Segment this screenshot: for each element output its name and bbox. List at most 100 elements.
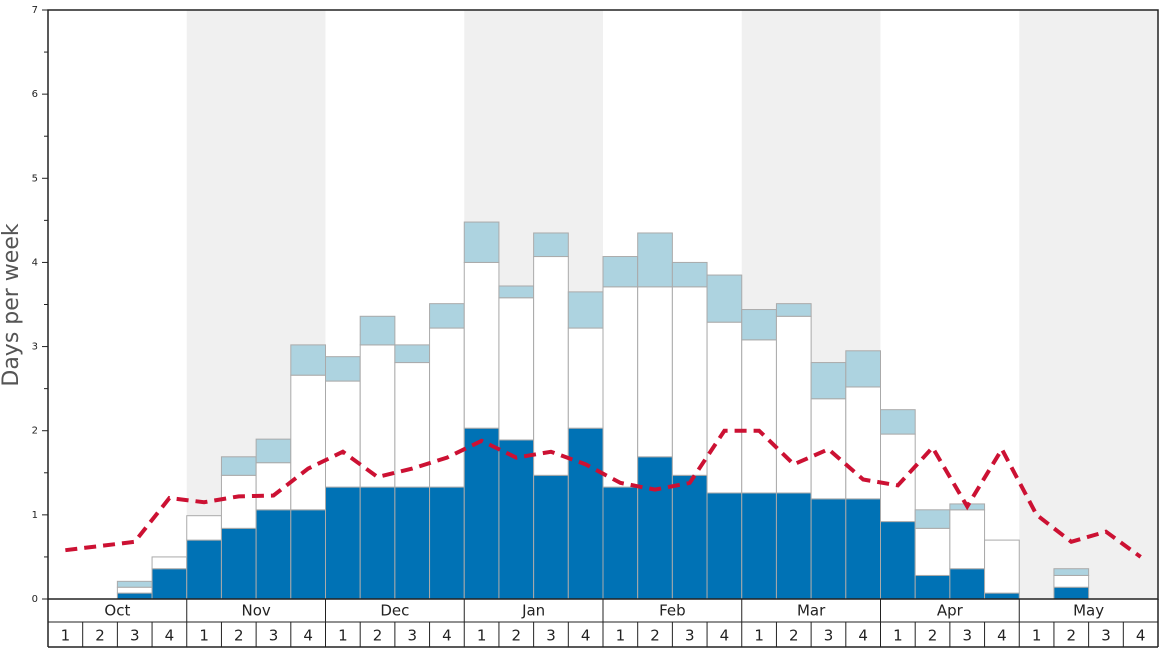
- x-tick-label: 2: [928, 627, 938, 645]
- month-label: Jan: [521, 602, 545, 620]
- bar-segment: [880, 433, 916, 523]
- bar-segment: [671, 261, 708, 288]
- bar-segment: [880, 521, 916, 600]
- x-tick-label: 1: [616, 627, 626, 645]
- bar-segment: [463, 221, 500, 263]
- bar-segment: [429, 486, 465, 600]
- bar-segment: [706, 321, 743, 494]
- bar-segment: [741, 309, 777, 341]
- bar-segment: [290, 509, 326, 600]
- bar-segment: [602, 486, 639, 600]
- bar-segment: [255, 462, 292, 511]
- x-tick-label: 1: [1032, 627, 1042, 645]
- bar-segment: [671, 286, 708, 476]
- x-tick-label: 3: [130, 627, 140, 645]
- x-tick-label: 2: [373, 627, 383, 645]
- bar-segment: [845, 386, 881, 500]
- bar-segment: [533, 474, 569, 600]
- bar-segment: [914, 574, 951, 600]
- month-shade: [1019, 10, 1158, 599]
- x-tick-label: 4: [997, 627, 1007, 645]
- bar-segment: [325, 356, 361, 382]
- x-tick-label: 2: [789, 627, 799, 645]
- bar-segment: [914, 527, 951, 576]
- bar-segment: [637, 456, 673, 600]
- x-tick-label: 1: [754, 627, 764, 645]
- bar-segment: [325, 380, 361, 488]
- x-tick-label: 4: [1136, 627, 1146, 645]
- x-tick-label: 3: [546, 627, 556, 645]
- bar-segment: [810, 362, 847, 400]
- y-tick-label: 5: [32, 173, 38, 184]
- x-tick-label: 4: [442, 627, 452, 645]
- bar-segment: [775, 303, 812, 317]
- bar-segment: [463, 261, 500, 429]
- bar-segment: [151, 568, 188, 600]
- month-label: Apr: [937, 602, 964, 620]
- bar-segment: [567, 291, 604, 329]
- month-label: Oct: [104, 602, 130, 620]
- y-tick-label: 4: [32, 257, 38, 268]
- bar-segment: [741, 492, 777, 600]
- bar-segment: [775, 492, 812, 600]
- x-tick-label: 3: [685, 627, 695, 645]
- bar-segment: [810, 498, 847, 600]
- bar-segment: [567, 427, 604, 600]
- bar-segment: [116, 586, 153, 594]
- x-tick-label: 2: [650, 627, 660, 645]
- bar-segment: [706, 274, 743, 323]
- bar-segment: [116, 580, 153, 588]
- x-tick-label: 1: [477, 627, 487, 645]
- month-label: Feb: [659, 602, 686, 620]
- x-tick-label: 1: [338, 627, 348, 645]
- bar-segment: [775, 315, 812, 494]
- x-tick-label: 4: [303, 627, 313, 645]
- bar-segment: [602, 286, 639, 488]
- bar-segment: [533, 256, 569, 476]
- x-tick-label: 4: [858, 627, 868, 645]
- bar-segment: [741, 339, 777, 494]
- bar-segment: [845, 498, 881, 600]
- y-axis-label: Days per week: [0, 223, 24, 386]
- bar-segment: [498, 285, 535, 299]
- bar-segment: [186, 539, 222, 600]
- x-tick-label: 4: [720, 627, 730, 645]
- bar-segment: [394, 344, 431, 364]
- bar-segment: [498, 439, 535, 600]
- bar-segment: [1053, 586, 1090, 600]
- bar-segment: [359, 315, 396, 346]
- y-tick-label: 6: [32, 89, 38, 100]
- y-tick-label: 3: [32, 342, 38, 353]
- bar-segment: [1053, 574, 1090, 588]
- bar-segment: [914, 509, 951, 529]
- x-tick-label: 3: [962, 627, 972, 645]
- x-tick-label: 1: [199, 627, 209, 645]
- bar-segment: [637, 232, 673, 288]
- bar-segment: [359, 486, 396, 600]
- bar-segment: [984, 539, 1020, 594]
- x-tick-label: 2: [95, 627, 105, 645]
- bar-segment: [325, 486, 361, 600]
- bar-segment: [984, 592, 1020, 600]
- bar-segment: [845, 350, 881, 388]
- bar-segment: [429, 303, 465, 329]
- x-tick-label: 3: [824, 627, 834, 645]
- bar-segment: [602, 256, 639, 288]
- x-tick-label: 2: [512, 627, 522, 645]
- x-tick-label: 4: [581, 627, 591, 645]
- x-tick-label: 4: [165, 627, 175, 645]
- bar-segment: [255, 438, 292, 464]
- bar-segment: [220, 527, 257, 600]
- bar-segment: [463, 427, 500, 600]
- bar-segment: [290, 374, 326, 511]
- y-tick-label: 1: [32, 510, 38, 521]
- bar-segment: [498, 297, 535, 441]
- bar-segment: [151, 556, 188, 570]
- bar-segment: [637, 286, 673, 458]
- x-tick-label: 2: [1067, 627, 1077, 645]
- bar-segment: [220, 456, 257, 476]
- average-line: [65, 428, 1142, 559]
- month-label: Dec: [380, 602, 409, 620]
- bar-segment: [533, 232, 569, 258]
